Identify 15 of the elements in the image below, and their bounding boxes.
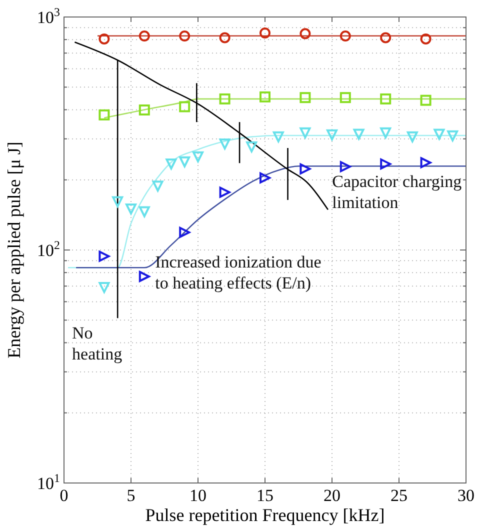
x-tick-label: 15 (256, 486, 274, 505)
y-tick-label: 10$^{2}$ (37, 238, 60, 260)
x-tick-label: 0 (60, 486, 68, 505)
x-tick-label: 20 (324, 486, 340, 505)
annotation: Increased ionization due to heating effects (E/n) (155, 252, 322, 293)
annotation: No heating (72, 324, 123, 364)
x-tick-label: 10 (190, 486, 206, 505)
x-tick-label: 30 (458, 486, 474, 505)
y-tick-label: 10$^{1}$ (37, 471, 60, 493)
x-tick-label: 5 (126, 486, 136, 505)
annotation: Capacitor charging limitation (332, 172, 462, 212)
x-axis-title: Pulse repetition Frequency [kHz] (145, 505, 385, 525)
y-tick-label: 10$^{3}$ (37, 5, 60, 27)
x-tick-label: 25 (390, 486, 408, 505)
y-axis-title: Energy per applied pulse [μ J] (4, 142, 24, 358)
